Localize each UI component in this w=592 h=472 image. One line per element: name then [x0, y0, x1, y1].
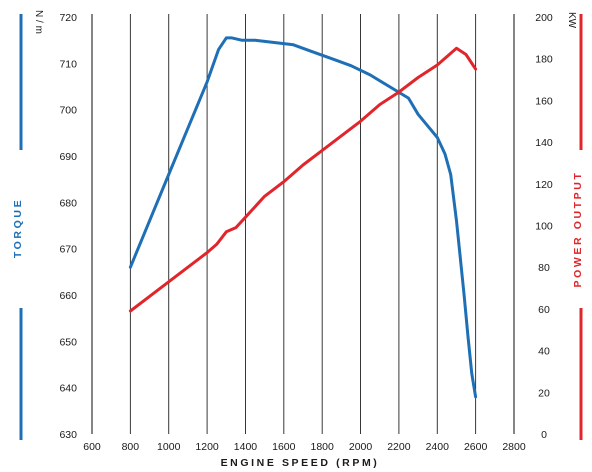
- torque-tick-label: 680: [59, 197, 77, 209]
- x-tick-label: 1400: [234, 441, 258, 453]
- power-tick-label: 100: [535, 221, 553, 233]
- x-tick-label: 800: [122, 441, 140, 453]
- power-tick-label: 60: [538, 304, 550, 316]
- power-tick-label: 0: [541, 429, 547, 441]
- torque-tick-label: 650: [59, 336, 77, 348]
- x-tick-label: 2000: [349, 441, 373, 453]
- power-unit: KW: [566, 12, 577, 29]
- x-tick-label: 2400: [426, 441, 450, 453]
- power-tick-label: 80: [538, 262, 550, 274]
- power-axis-title: POWER OUTPUT: [572, 171, 584, 288]
- torque-tick-label: 700: [59, 105, 77, 117]
- power-tick-label: 160: [535, 95, 553, 107]
- torque-unit: N / m: [33, 10, 44, 34]
- x-tick-label: 2800: [502, 441, 526, 453]
- x-tick-label: 600: [83, 441, 101, 453]
- torque-tick-label: 670: [59, 244, 77, 256]
- x-tick-label: 1000: [157, 441, 181, 453]
- power-tick-label: 180: [535, 54, 553, 66]
- series-lines: [128, 36, 478, 399]
- x-tick-label: 2600: [464, 441, 488, 453]
- x-tick-label: 1600: [272, 441, 296, 453]
- plot-background: [92, 14, 514, 434]
- x-tick-label: 2200: [387, 441, 411, 453]
- power-tick-label: 120: [535, 179, 553, 191]
- power-tick-labels: 0 20 40 60 80 100 120 140 160 180 200: [535, 12, 553, 441]
- power-output-line: [128, 46, 478, 313]
- torque-tick-labels: 630 640 650 660 670 680 690 700 710 720: [59, 12, 77, 441]
- torque-tick-label: 720: [59, 12, 77, 24]
- power-tick-label: 140: [535, 137, 553, 149]
- x-tick-label: 1800: [311, 441, 335, 453]
- torque-tick-label: 710: [59, 58, 77, 70]
- torque-tick-label: 690: [59, 151, 77, 163]
- x-tick-labels: 600 800 1000 1200 1400 1600 1800 2000 2200 2400 26…: [83, 441, 526, 453]
- x-axis-title: ENGINE SPEED (RPM): [221, 457, 380, 469]
- torque-tick-label: 660: [59, 290, 77, 302]
- x-tick-label: 1200: [195, 441, 219, 453]
- power-tick-label: 40: [538, 346, 550, 358]
- torque-tick-label: 640: [59, 383, 77, 395]
- power-tick-label: 20: [538, 387, 550, 399]
- torque-line: [128, 36, 478, 399]
- torque-tick-label: 630: [59, 429, 77, 441]
- power-tick-label: 200: [535, 12, 553, 24]
- torque-axis-title: TORQUE: [12, 198, 24, 258]
